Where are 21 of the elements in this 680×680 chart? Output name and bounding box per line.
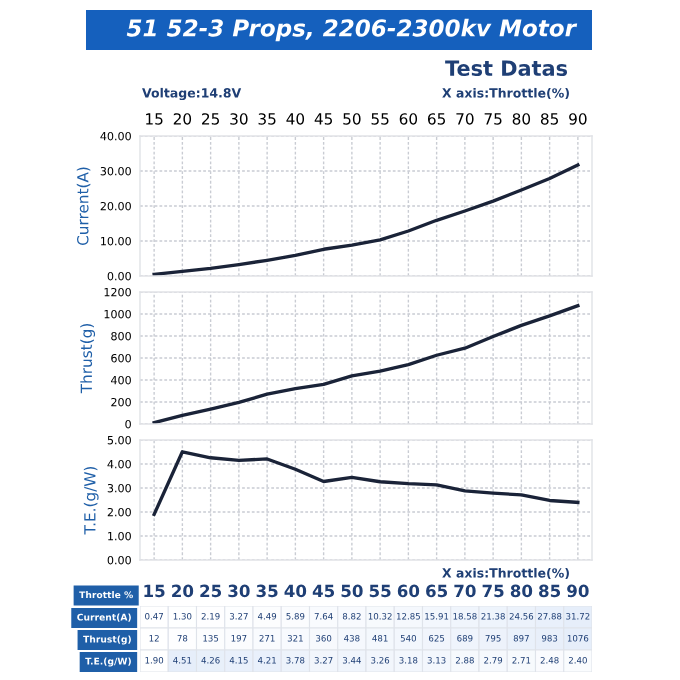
x-tick-label: 70 [454,584,476,598]
x-tick-label: 20 [172,584,194,598]
x-tick-label: 25 [200,584,222,598]
x-tick-label: 65 [426,584,448,598]
x-tick-label: 50 [341,584,363,598]
chart-title: 51 52-3 Props, 2206-2300kv Motor [126,18,578,42]
x-tick-label: 85 [539,584,561,598]
x-tick-label: 45 [312,584,335,598]
x-tick-label: 35 [256,584,278,598]
x-tick-label: 60 [397,584,420,598]
chart-subtitle: Test Datas [445,60,568,77]
x-tick-label: 30 [228,584,250,598]
x-tick-label: 55 [369,584,391,598]
x-tick-label: 80 [510,584,533,598]
line-series [152,450,580,517]
x-tick-label: 75 [482,584,504,598]
x-tick-label: 90 [567,584,589,598]
line-series [152,163,580,276]
x-tick-label: 15 [144,584,165,598]
line-series [152,303,580,424]
x-tick-label: 40 [284,584,307,598]
